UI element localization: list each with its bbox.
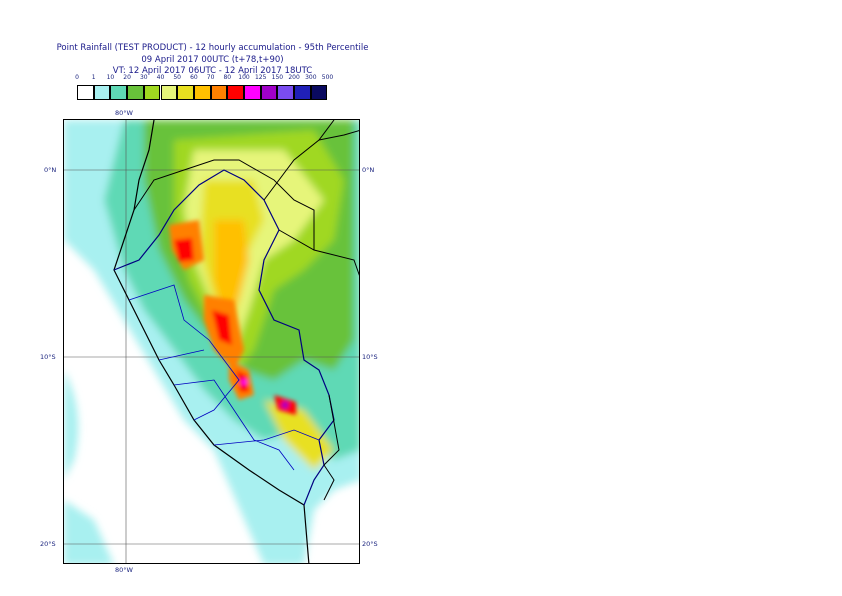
legend-swatch: [160, 85, 178, 100]
map-valid-time: VT: 12 April 2017 06UTC - 12 April 2017 …: [112, 66, 313, 76]
legend-label: 300: [305, 74, 317, 81]
legend-swatch: [310, 85, 328, 100]
top-longitude-label: 80°W: [115, 109, 133, 117]
legend-swatch: [193, 85, 211, 100]
legend-label: 200: [288, 74, 300, 81]
map-title: Point Rainfall (TEST PRODUCT) - 12 hourl…: [56, 43, 369, 53]
legend-label: 500: [321, 74, 334, 81]
legend-swatch: [294, 85, 311, 100]
legend-swatch: [77, 85, 94, 100]
lat-label-right-10: 10°S: [362, 353, 378, 361]
legend-label: 50: [173, 74, 182, 81]
lat-label-right-20: 20°S: [362, 540, 378, 548]
legend-label: 60: [190, 74, 198, 81]
lat-label-left-10: 10°S: [40, 353, 56, 361]
bottom-longitude-label: 80°W: [115, 566, 133, 574]
legend-swatch: [244, 85, 261, 100]
legend-swatch: [127, 85, 144, 100]
legend-label: 40: [156, 74, 165, 81]
legend-label: 0: [75, 74, 79, 81]
legend-swatch: [227, 85, 244, 100]
legend-swatch: [110, 85, 128, 100]
region-boundaries: [128, 284, 320, 471]
legend-swatch: [277, 85, 295, 100]
legend-label: 30: [139, 74, 148, 81]
peru-border: [113, 169, 335, 506]
legend-swatch: [143, 85, 161, 100]
legend-swatch: [210, 85, 228, 100]
rainfall-map: [63, 119, 360, 564]
lat-label-right-0: 0°N: [362, 166, 375, 174]
legend-label: 80: [223, 74, 232, 81]
legend-label: 150: [271, 74, 284, 81]
legend-label: 70: [206, 74, 215, 81]
coastline: [113, 120, 310, 563]
legend-label: 20: [123, 74, 131, 81]
legend-label: 1: [91, 74, 96, 81]
country-borders: [133, 120, 359, 276]
legend-label: 100: [238, 74, 250, 81]
map-run-time: 09 April 2017 00UTC (t+78,t+90): [141, 55, 284, 65]
legend-swatch: [177, 85, 194, 100]
rainfall-map-svg: [64, 120, 359, 563]
lat-label-left-20: 20°S: [40, 540, 56, 548]
legend-swatch: [93, 85, 111, 100]
legend-label: 10: [106, 74, 115, 81]
legend-label: 125: [254, 74, 267, 81]
rain-field-heavy: [169, 220, 296, 415]
lat-label-left-0: 0°N: [44, 166, 57, 174]
legend-swatch: [260, 85, 278, 100]
